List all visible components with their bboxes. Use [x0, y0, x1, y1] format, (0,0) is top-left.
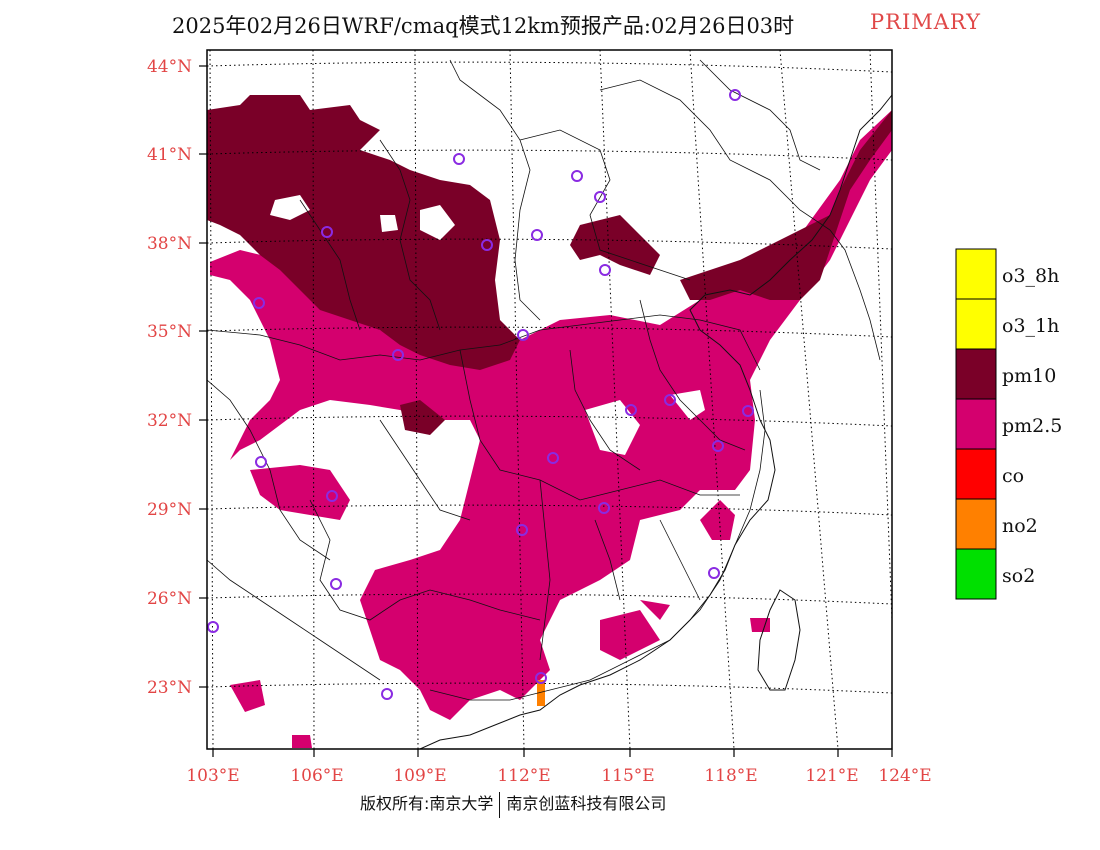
legend-label: o3_8h	[1002, 265, 1059, 287]
lon-axis: 103°E 106°E 109°E 112°E 115°E 118°E 121°…	[186, 749, 932, 786]
company-text: 南京创蓝科技有限公司	[506, 794, 667, 813]
lon-label: 106°E	[290, 766, 343, 786]
lon-label: 118°E	[704, 766, 757, 786]
legend-item: pm2.5	[955, 398, 1062, 450]
lat-label: 29°N	[147, 500, 192, 520]
lat-label: 35°N	[147, 322, 192, 342]
legend-swatch	[955, 298, 997, 350]
legend-label: co	[1002, 465, 1024, 487]
lon-label: 103°E	[186, 766, 239, 786]
legend: o3_8h o3_1h pm10 pm2.5 co no2 so2	[955, 248, 1062, 600]
legend-swatch	[955, 448, 997, 500]
coastline	[419, 94, 892, 749]
pm10-clear-areas	[270, 195, 455, 240]
legend-item: co	[955, 448, 1024, 500]
legend-item: o3_8h	[955, 248, 1059, 300]
lon-label: 115°E	[601, 766, 654, 786]
lat-label: 44°N	[147, 57, 192, 77]
legend-swatch	[955, 398, 997, 450]
legend-swatch	[955, 348, 997, 400]
lat-label: 23°N	[147, 678, 192, 698]
lon-label: 121°E	[805, 766, 858, 786]
legend-item: no2	[955, 498, 1038, 550]
graticule	[207, 50, 892, 749]
legend-swatch	[955, 548, 997, 600]
legend-item: pm10	[955, 348, 1056, 400]
legend-item: so2	[955, 548, 1035, 600]
map-frame	[206, 49, 893, 750]
footer-divider	[499, 791, 501, 818]
lon-label: 124°E	[878, 766, 931, 786]
lat-label: 38°N	[147, 234, 192, 254]
title-tag: PRIMARY	[870, 10, 981, 34]
lon-label: 112°E	[497, 766, 550, 786]
station-markers	[207, 89, 754, 700]
map-plot-area	[207, 50, 892, 749]
lat-axis: 44°N 41°N 38°N 35°N 32°N 29°N 26°N 23°N	[147, 57, 207, 698]
legend-label: pm10	[1002, 365, 1056, 387]
footer: 版权所有:南京大学 南京创蓝科技有限公司	[360, 790, 666, 818]
legend-label: no2	[1002, 515, 1038, 537]
legend-item: o3_1h	[955, 298, 1059, 350]
legend-label: so2	[1002, 565, 1035, 587]
no2-spot	[537, 680, 545, 706]
legend-swatch	[955, 498, 997, 550]
legend-label: o3_1h	[1002, 315, 1059, 337]
legend-label: pm2.5	[1002, 415, 1062, 437]
lon-label: 109°E	[393, 766, 446, 786]
lat-label: 32°N	[147, 411, 192, 431]
lat-label: 26°N	[147, 589, 192, 609]
lat-label: 41°N	[147, 145, 192, 165]
copyright-text: 版权所有:南京大学	[360, 794, 494, 813]
title-main: 2025年02月26日WRF/cmaq模式12km预报产品:02月26日03时	[172, 14, 795, 38]
legend-swatch	[955, 248, 997, 300]
pm10-regions	[207, 95, 892, 435]
